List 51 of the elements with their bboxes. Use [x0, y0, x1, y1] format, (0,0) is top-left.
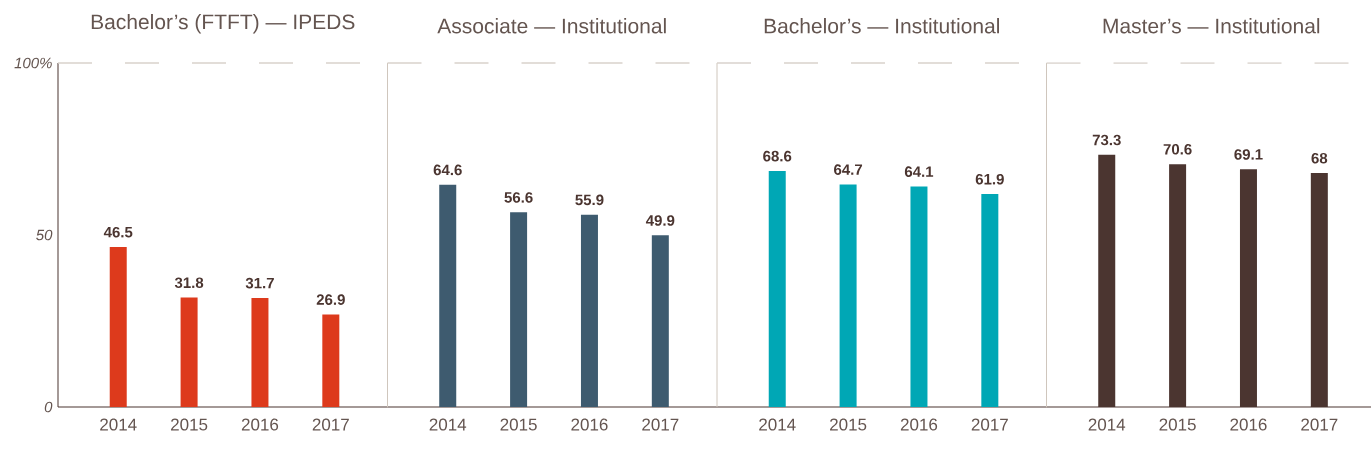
bar [251, 297, 269, 407]
x-tick-label: 2015 [1159, 418, 1196, 431]
y-tick-label: 100% [14, 57, 52, 69]
bar [580, 214, 598, 407]
data-label: 46.5 [103, 226, 133, 238]
data-label: 64.7 [834, 164, 863, 175]
bar [839, 184, 857, 407]
data-label: 69.1 [1234, 149, 1263, 160]
x-tick-label: 2016 [900, 418, 938, 431]
data-label: 64.1 [904, 166, 934, 177]
y-tick-label: 0 [44, 401, 53, 413]
bar [910, 186, 928, 407]
x-tick-label: 2014 [1088, 418, 1126, 431]
data-label: 68.6 [763, 150, 792, 162]
data-label: 61.9 [975, 173, 1004, 185]
bar [981, 194, 999, 407]
bar [439, 184, 457, 407]
bar [510, 212, 528, 407]
data-label: 56.6 [504, 192, 533, 203]
x-tick-label: 2016 [241, 418, 279, 431]
data-label: 26.9 [316, 294, 345, 305]
x-tick-label: 2014 [100, 418, 137, 431]
bar [768, 171, 786, 407]
data-label: 73.3 [1092, 134, 1121, 146]
bar [109, 247, 127, 407]
x-tick-label: 2017 [312, 418, 349, 431]
x-tick-label: 2014 [759, 418, 796, 431]
chart-title: Master’s — Institutional [1103, 18, 1320, 34]
data-label: 70.6 [1163, 143, 1192, 155]
x-tick-label: 2015 [171, 418, 208, 431]
chart-title: Bachelor’s (FTFT) — IPEDS [91, 13, 355, 34]
bar [651, 235, 669, 407]
x-tick-label: 2017 [971, 418, 1008, 431]
y-tick-label: 50 [36, 229, 53, 241]
chart-title: Bachelor’s — Institutional [764, 18, 999, 34]
data-label: 49.9 [645, 215, 675, 226]
data-label: 31.8 [174, 277, 204, 289]
x-tick-label: 2017 [642, 418, 679, 431]
x-tick-label: 2015 [830, 418, 867, 431]
data-label: 68 [1311, 152, 1328, 164]
x-tick-label: 2016 [571, 418, 608, 431]
chart-title: Associate — Institutional [437, 18, 666, 34]
data-label: 64.6 [433, 164, 462, 176]
bar [180, 297, 198, 407]
x-tick-label: 2015 [500, 418, 537, 431]
bar [322, 314, 340, 407]
x-tick-label: 2014 [429, 418, 467, 431]
x-tick-label: 2016 [1230, 418, 1267, 431]
x-tick-label: 2017 [1301, 418, 1338, 431]
data-label: 55.9 [575, 194, 604, 206]
data-label: 31.7 [245, 277, 274, 289]
